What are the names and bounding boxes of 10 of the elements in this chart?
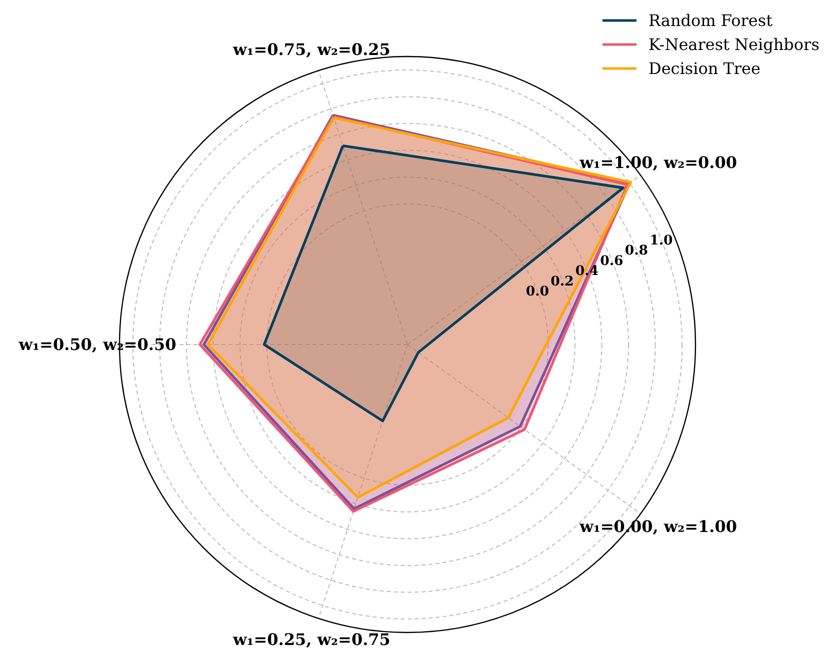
legend-label: Random Forest [648,11,774,30]
y-tick-label: 0.6 [600,252,624,269]
y-tick-label: 0.2 [550,273,574,290]
legend-label: K-Nearest Neighbors [648,35,820,54]
spoke-label: w₁=0.75, w₂=0.25 [232,40,390,60]
y-tick-label: 1.0 [650,232,673,248]
legend-label: Decision Tree [648,59,760,78]
y-tick-label: 0.0 [526,284,550,300]
y-tick-label: 0.8 [624,242,648,259]
spoke-label: w₁=0.25, w₂=0.75 [232,630,390,648]
